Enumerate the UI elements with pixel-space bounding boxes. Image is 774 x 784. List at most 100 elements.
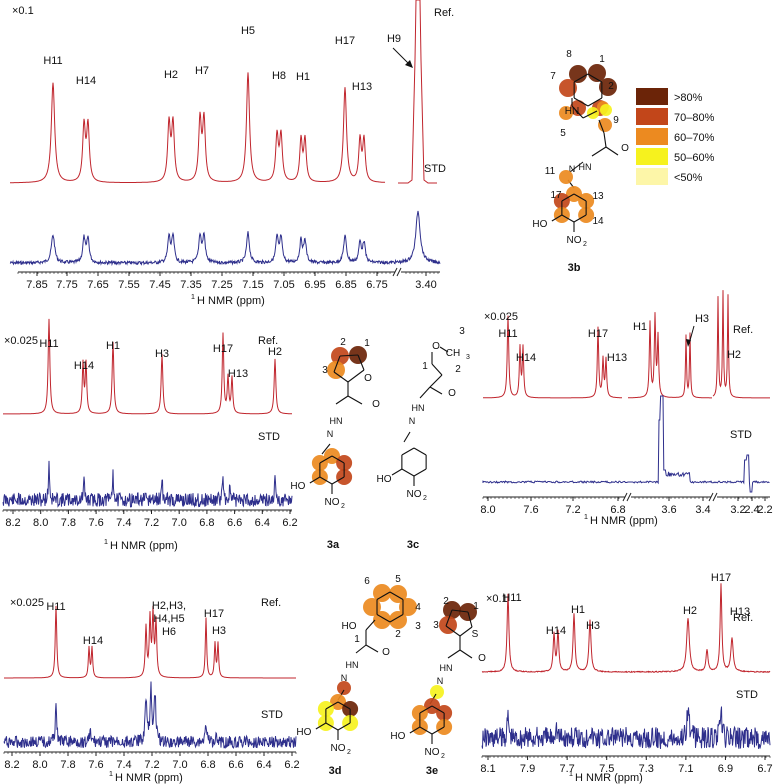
atom-label-sub2: 2 [441,753,445,760]
tick-label: 6.4 [256,759,271,771]
tick-label: 7.4 [116,517,131,529]
tick-label: 6.6 [228,759,243,771]
atom-label-sub2: 2 [423,495,427,502]
tick-label: 6.75 [366,279,387,291]
atom-number-13: 13 [592,191,604,202]
axis-break-mark [392,267,398,277]
atom-label-N: N [409,416,416,426]
atom-label-sub2: 2 [341,503,345,510]
aryl-3b-ring [573,214,587,223]
tick-label: 8.0 [32,759,47,771]
aryl-3a-ring [319,455,333,464]
tick-label: 7.65 [87,279,108,291]
peak-label-H2H3: H2,H3, [152,600,186,612]
indole-benzene [573,97,589,107]
peak-label-H11: H11 [46,601,65,613]
std-spectrum-3e [481,706,771,749]
tick-label: 6.95 [304,279,325,291]
aryl-3c-ring [401,447,415,456]
bond [347,395,363,405]
tick-label: 3.40 [415,279,436,291]
ref-label-3a: Ref. [258,335,278,347]
bond-co [591,146,607,157]
xlabel-superscript: 1 [569,769,573,778]
atom-label-HN-amide: HN [579,162,592,172]
peak-label-H11: H11 [502,592,521,604]
structure-label-3d: 3d [329,765,342,777]
ref-spectrum-3d [4,605,296,679]
atom-label-HO: HO [342,621,357,632]
peak-label-H1: H1 [296,71,310,83]
peak-label-H17: H17 [335,35,355,47]
saturation-dot [570,100,586,116]
axis-label: H NMR (ppm) [115,772,183,784]
aryl-3e-ring [419,705,433,714]
atom-label-N: N [341,673,348,683]
tick-label: 7.35 [180,279,201,291]
ref-label-3e: Ref. [733,612,753,624]
aryl-3c-ring [401,468,415,477]
saturation-dot [439,616,457,634]
atom-number-5: 5 [560,128,566,139]
aryl-3b-ring [561,214,575,223]
saturation-dot [598,118,612,132]
tick-label: 7.85 [26,279,47,291]
std-label-3e: STD [736,689,758,701]
aryl-3d-ring [337,701,351,710]
bond [333,371,349,383]
bond [419,386,431,399]
atom-label-NO: NO [407,489,422,500]
tick-label: 6.85 [335,279,356,291]
saturation-dot [389,611,407,629]
peak-label-H11: H11 [498,328,517,340]
saturation-dot [373,584,391,602]
atom-number-1: 1 [354,634,360,645]
atom-label-O: O [382,647,390,658]
bond [569,161,584,173]
atom-number-8: 8 [566,49,572,60]
atom-number-1: 1 [422,361,428,372]
h3-arrowhead [686,339,691,347]
axis-break-mark [396,267,402,277]
bond [403,431,411,443]
tick-label: 7.0 [172,759,187,771]
scale-note-3d: ×0.025 [10,597,44,609]
atom-label-O: O [478,653,486,664]
bond [333,355,341,373]
peak-label-H14: H14 [76,75,96,87]
tick-label: 7.2 [144,759,159,771]
atom-label-HO: HO [390,731,405,742]
axis-break-mark [626,492,632,502]
aryl-3c-ring [413,447,427,456]
peak-label-H5: H5 [241,25,255,37]
bond [439,346,449,353]
std-spectrum-3b [9,210,441,267]
legend-swatch [636,168,668,185]
tick-label: 7.5 [599,763,614,775]
bond-oh [551,214,563,222]
axis-3b: 7.85 7.75 7.65 7.55 7.45 7.35 7.25 7.15 7.05 6.95… [17,267,440,307]
aryl-3b-ring [573,193,587,202]
saturation-dot [389,585,407,603]
bond [429,386,443,395]
atom-number-3: 3 [433,620,439,631]
bond [335,395,349,405]
ref-spectrum-3b-h9 [398,0,437,184]
atom-number-2: 2 [455,364,461,375]
bond [459,649,473,659]
tick-label: 6.9 [718,763,733,775]
tick-label: 3.4 [695,504,710,516]
axis-label: H NMR (ppm) [110,540,178,552]
atom-label-HN: HN [330,416,343,426]
tick-label: 7.9 [520,763,535,775]
xlabel-superscript: 1 [584,512,588,521]
bond [347,369,365,383]
saturation-dot [559,106,573,120]
aryl-3a-ring [331,455,345,464]
atom-label-N: N [437,676,444,686]
saturation-dot [600,104,612,116]
bond-oh [315,722,327,730]
tick-label: 8.0 [33,517,48,529]
